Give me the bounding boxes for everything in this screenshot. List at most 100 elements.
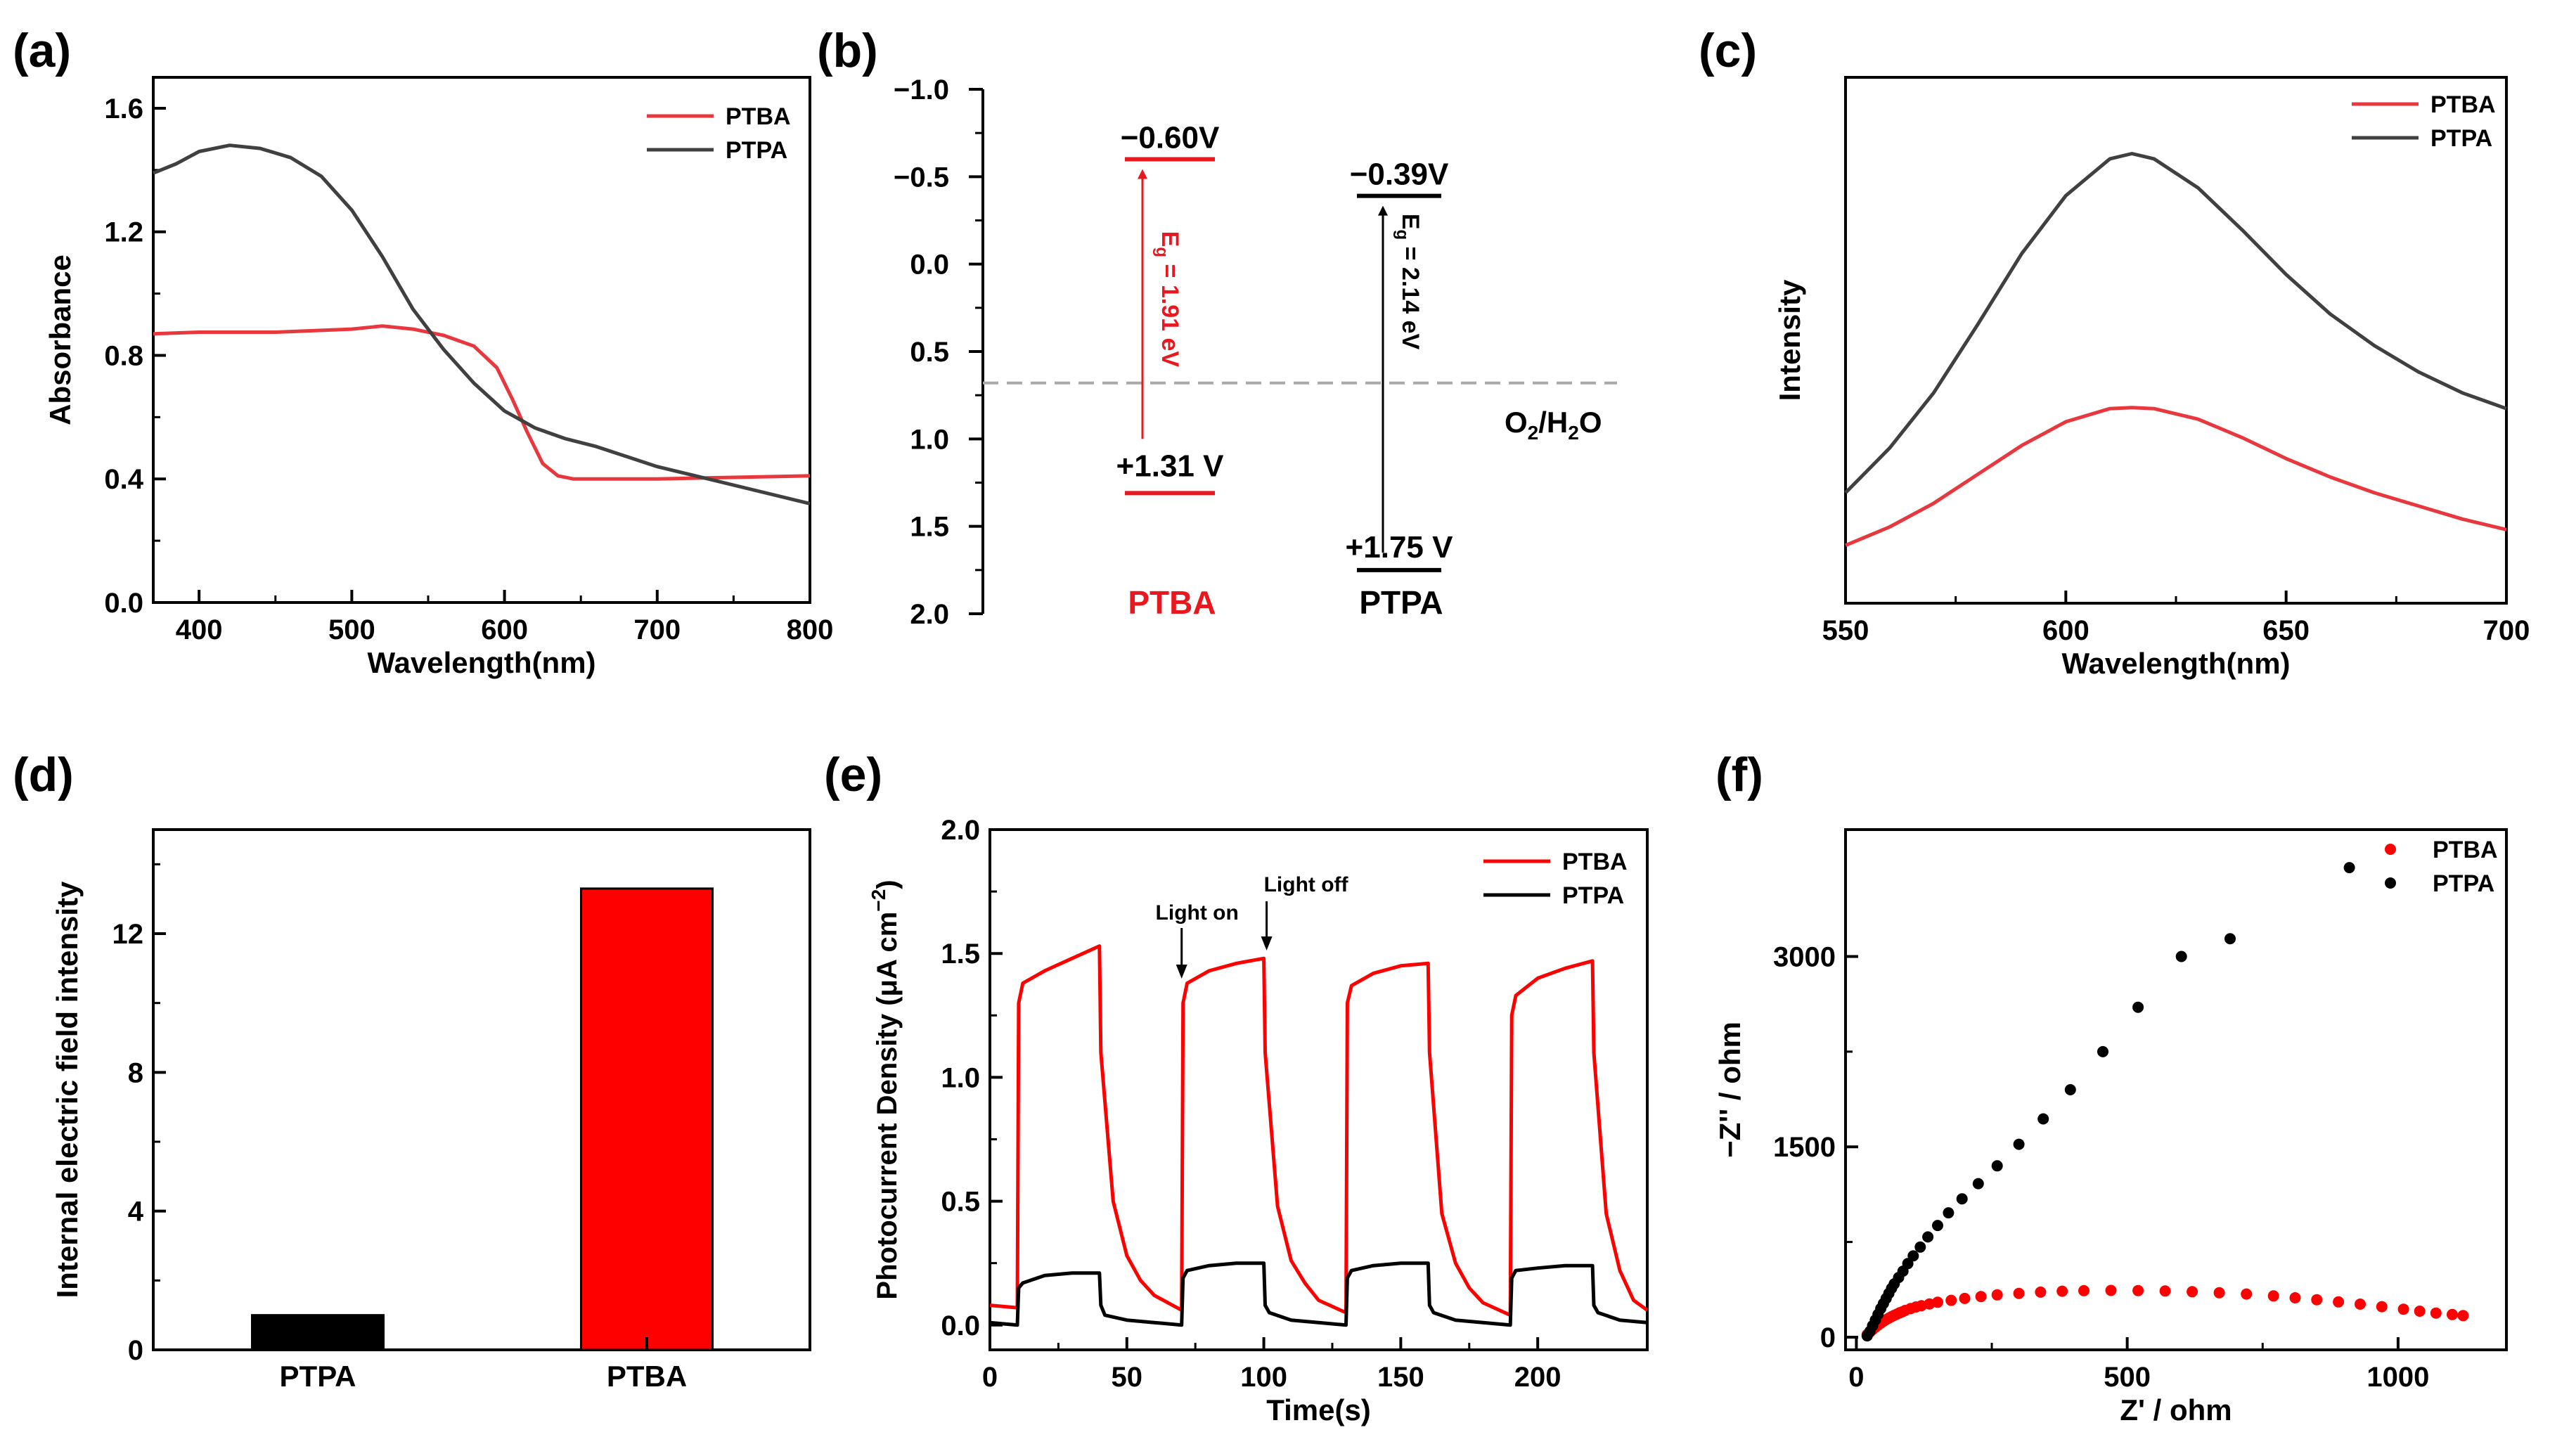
cb-label-ptba: −0.60V (1121, 120, 1220, 155)
annotation-arrowhead-light-off (1261, 936, 1273, 951)
legend-marker-ptpa (2385, 877, 2396, 889)
vb-label-ptba: +1.31 V (1116, 449, 1225, 483)
plot-frame (989, 828, 1649, 1351)
plot-frame (152, 828, 811, 1351)
x-tick-label: 500 (2104, 1362, 2151, 1393)
eg-arrowhead-ptpa (1378, 205, 1388, 216)
data-point-ptba (1959, 1292, 1971, 1304)
panel-label-a: (a) (13, 24, 71, 77)
data-point-ptpa (2175, 951, 2187, 962)
x-tick-label: 200 (1514, 1362, 1561, 1393)
data-point-ptpa (1991, 1160, 2003, 1172)
y-tick-label: 1500 (1773, 1132, 1836, 1163)
data-point-ptba (2267, 1290, 2279, 1302)
y-axis-label: Intensity (1773, 279, 1806, 401)
panel-label-b: (b) (817, 24, 878, 77)
x-axis-label: Wavelength(nm) (367, 646, 595, 679)
series-line-ptba (153, 324, 811, 481)
x-tick-label: 0 (1848, 1362, 1864, 1393)
plot-frame (1844, 76, 2508, 605)
label-part: O (1579, 406, 1602, 439)
data-point-ptba (1932, 1296, 1943, 1308)
label-part: ) (872, 880, 903, 889)
x-tick-label: 650 (2262, 615, 2310, 646)
bar-ptba (580, 887, 714, 1351)
data-point-ptba (1975, 1291, 1987, 1303)
series-line-ptpa (153, 143, 811, 505)
y-axis-label: Absorbance (44, 255, 77, 425)
x-axis-label: Time(s) (1266, 1393, 1371, 1426)
data-point-ptpa (1943, 1207, 1955, 1219)
y-tick-label: 1.6 (104, 94, 143, 124)
data-point-ptba (2333, 1296, 2345, 1308)
data-point-ptba (2397, 1303, 2409, 1315)
legend-label-ptba: PTBA (2430, 91, 2496, 118)
label-part: = 1.91 eV (1157, 257, 1183, 367)
data-point-ptba (2035, 1286, 2047, 1298)
panel-label-d: (d) (13, 748, 74, 801)
reference-level-label: O2/H2O (1505, 406, 1602, 444)
subscript: g (1152, 247, 1171, 257)
data-point-ptba (2132, 1284, 2144, 1296)
data-point-ptpa (2132, 1001, 2144, 1013)
legend-label-ptpa: PTPA (2430, 125, 2492, 152)
legend-label-ptpa: PTPA (1562, 882, 1624, 909)
cb-label-ptpa: −0.39V (1350, 157, 1449, 192)
panel-a-absorbance-chart: 400 500 600 700 800 0.0 0.4 0.8 1.2 1.6 Wavelength… (44, 76, 833, 679)
y-tick-label: −0.5 (894, 162, 949, 193)
x-tick-label: 100 (1240, 1362, 1287, 1393)
data-point-ptpa (2013, 1138, 2025, 1150)
data-point-ptba (1945, 1294, 1957, 1306)
data-point-ptpa (1914, 1241, 1926, 1253)
data-point-ptpa (2097, 1045, 2108, 1057)
x-tick-label-ptba: PTBA (607, 1360, 687, 1393)
x-tick-label: 400 (176, 614, 223, 645)
data-point-ptba (2159, 1285, 2171, 1297)
data-point-ptba (2289, 1292, 2301, 1303)
subscript: g (1393, 230, 1412, 240)
data-point-ptpa (1907, 1250, 1919, 1262)
panel-d-bar-chart: 0 4 8 12 PTPA PTBA Internal electric field int… (51, 828, 811, 1393)
data-point-ptba (2311, 1294, 2323, 1306)
annotation-light-off: Light off (1264, 873, 1349, 896)
x-tick-label: 600 (481, 614, 528, 645)
y-axis-label: −Z'' / ohm (1713, 1022, 1746, 1158)
y-tick-label: 0.4 (104, 464, 143, 495)
panel-label-e: (e) (824, 748, 882, 801)
y-tick-label: 0.8 (104, 340, 143, 371)
data-point-ptpa (1922, 1231, 1934, 1243)
y-axis-label: Internal electric field intensity (51, 881, 84, 1298)
data-point-ptba (2105, 1284, 2117, 1296)
subscript: 2 (1568, 422, 1579, 444)
series-line-ptba (1845, 406, 2507, 548)
panel-b-band-diagram: −1.0 −0.5 0.0 0.5 1.0 1.5 2.0 O2/H2O −0.60V +1.31… (894, 75, 1617, 630)
data-point-ptba (2457, 1310, 2469, 1322)
superscript: −2 (868, 889, 889, 912)
series-line-ptpa (1844, 152, 2507, 494)
y-axis-label: Photocurrent Density (μA cm−2) (868, 880, 903, 1299)
data-point-ptpa (2343, 862, 2355, 874)
material-label-ptba: PTBA (1128, 584, 1216, 621)
panel-e-photocurrent-chart: 0 50 100 150 200 0.0 0.5 1.0 1.5 2.0 Time(s) Photoc… (868, 815, 1649, 1426)
eg-label-ptpa: Eg = 2.14 eV (1393, 214, 1424, 350)
x-tick-label: 500 (328, 614, 375, 645)
y-tick-label: 8 (128, 1057, 143, 1088)
x-tick-label: 0 (982, 1362, 998, 1393)
panel-label-c: (c) (1699, 24, 1757, 77)
legend-label-ptba: PTBA (2433, 837, 2498, 863)
y-tick-label: 0.0 (910, 250, 949, 281)
legend-marker-ptba (2385, 844, 2396, 855)
eg-label-ptba: Eg = 1.91 eV (1152, 231, 1183, 368)
series-line-ptpa (989, 1261, 1648, 1327)
y-tick-label: 2.0 (941, 815, 980, 846)
data-point-ptpa (1972, 1178, 1984, 1190)
data-point-ptba (2187, 1286, 2198, 1298)
data-point-ptba (2213, 1287, 2225, 1299)
x-axis-label: Z' / ohm (2120, 1393, 2232, 1426)
material-label-ptpa: PTPA (1359, 584, 1443, 621)
subscript: 2 (1528, 422, 1539, 444)
x-tick-label: 550 (1822, 615, 1869, 646)
x-tick-label: 700 (633, 614, 681, 645)
panel-c-pl-chart: 550 600 650 700 Wavelength(nm) Intensity PTBA P… (1773, 76, 2530, 680)
legend-label-ptpa: PTPA (726, 137, 787, 164)
